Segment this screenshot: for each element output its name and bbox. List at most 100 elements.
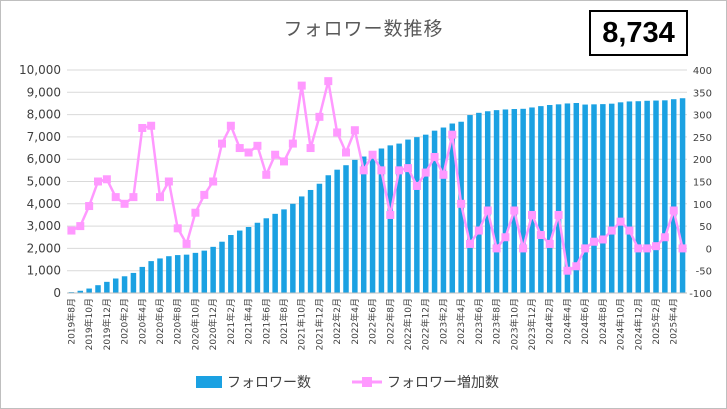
x-tick-label: 2021年12月 [313, 298, 325, 350]
x-tick-label: 2022年6月 [367, 298, 379, 345]
y-right-tick-label: 50 [699, 222, 712, 233]
x-tick-label: 2025年2月 [650, 298, 662, 345]
y-right-tick-label: 250 [693, 133, 712, 144]
follower-bar [626, 101, 633, 294]
follower-bar [298, 196, 305, 293]
growth-point [545, 239, 554, 248]
growth-point [510, 206, 519, 215]
follower-count-badge: 8,734 [589, 10, 688, 56]
legend-label-followers: フォロワー数 [227, 375, 311, 391]
follower-bar [316, 183, 323, 293]
growth-point [120, 199, 129, 208]
follower-bar [272, 213, 278, 293]
x-tick-label: 2020年6月 [154, 298, 166, 345]
y-right-tick-label: -50 [696, 267, 712, 278]
follower-bar [219, 241, 225, 293]
y-left-tick-label: 8,000 [27, 108, 61, 122]
y-left-tick-label: 6,000 [27, 152, 61, 166]
x-tick-label: 2022年12月 [420, 298, 432, 350]
legend-swatch-followers [196, 376, 222, 388]
x-tick-label: 2022年4月 [349, 298, 361, 345]
growth-point [280, 157, 288, 166]
growth-point [271, 150, 280, 159]
growth-point [536, 231, 545, 240]
follower-bar [608, 103, 615, 293]
follower-bar [511, 109, 518, 294]
follower-bar [157, 258, 163, 293]
follower-bar [387, 145, 394, 293]
growth-point [102, 175, 111, 184]
follower-bar [484, 111, 491, 293]
follower-bar [86, 288, 92, 293]
x-tick-label: 2022年8月 [384, 298, 396, 345]
growth-point [262, 170, 271, 179]
y-left-tick-label: 10,000 [19, 63, 61, 77]
y-right-tick-label: -100 [689, 289, 712, 300]
growth-point [492, 244, 501, 253]
axes: 0 1,000 2,000 3,000 4,000 5,000 6,000 7,000 8,00… [19, 63, 712, 300]
growth-point [598, 235, 607, 244]
follower-bar [555, 104, 562, 293]
x-tick-label: 2019年8月 [65, 298, 77, 345]
y-left-tick-label: 0 [53, 286, 61, 300]
legend-label-growth: フォロワー増加数 [387, 375, 499, 391]
growth-point [625, 226, 634, 235]
growth-point [76, 222, 85, 231]
legend-swatch-growth-marker [362, 377, 372, 387]
x-tick-label: 2021年8月 [278, 298, 290, 345]
y-left-tick-label: 1,000 [27, 264, 61, 278]
follower-bar [263, 218, 270, 293]
x-tick-label: 2024年4月 [561, 298, 573, 345]
growth-point [164, 177, 173, 186]
growth-point [466, 239, 474, 248]
follower-bar [148, 261, 154, 293]
growth-point [226, 121, 235, 130]
growth-point [430, 152, 439, 161]
x-tick-label: 2023年2月 [437, 298, 449, 345]
growth-point [253, 141, 262, 150]
follower-bar [502, 109, 509, 293]
follower-bar [662, 100, 668, 293]
follower-bar [228, 235, 234, 293]
growth-point [377, 166, 386, 175]
growth-point [306, 144, 315, 153]
growth-point [218, 139, 226, 148]
growth-point [315, 112, 324, 121]
follower-bar [493, 110, 500, 293]
x-tick-label: 2021年6月 [260, 298, 272, 345]
x-tick-label: 2024年8月 [597, 298, 609, 345]
x-tick-label: 2022年2月 [331, 298, 343, 345]
follower-bar [325, 175, 332, 293]
follower-bar [130, 272, 137, 293]
growth-point [200, 190, 209, 199]
follower-bar [183, 254, 190, 293]
follower-bar [343, 165, 349, 293]
growth-point [474, 226, 483, 235]
follower-bar [334, 169, 340, 293]
follower-bar [600, 104, 606, 293]
follower-bar [414, 137, 420, 293]
x-tick-label: 2023年10月 [508, 298, 520, 350]
growth-point [643, 244, 652, 253]
x-tick-label: 2023年4月 [455, 298, 467, 345]
growth-point [607, 226, 616, 235]
growth-point [678, 244, 687, 253]
follower-bar [520, 108, 526, 293]
growth-point [297, 81, 306, 90]
growth-point [483, 206, 492, 215]
growth-point [244, 148, 253, 157]
growth-point [324, 77, 333, 86]
follower-bar [210, 246, 216, 293]
x-tick-label: 2021年2月 [225, 298, 237, 345]
growth-point [554, 210, 563, 219]
growth-point [448, 130, 457, 139]
growth-point [439, 170, 448, 179]
growth-point [528, 210, 536, 219]
follower-bar [201, 250, 208, 293]
follower-bar [236, 230, 243, 293]
growth-point [457, 199, 466, 208]
follower-bar [352, 159, 358, 293]
x-tick-label: 2023年8月 [491, 298, 503, 345]
x-tick-label: 2020年8月 [172, 298, 184, 345]
growth-point [501, 233, 510, 242]
